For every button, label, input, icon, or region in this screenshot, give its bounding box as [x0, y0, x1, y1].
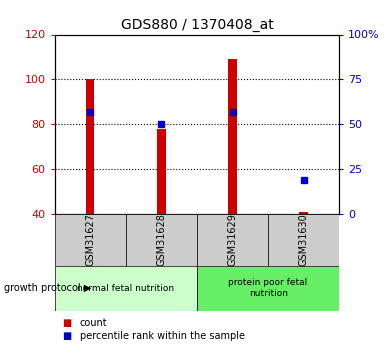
Text: protein poor fetal
nutrition: protein poor fetal nutrition	[229, 278, 308, 298]
Title: GDS880 / 1370408_at: GDS880 / 1370408_at	[121, 18, 273, 32]
Text: GSM31628: GSM31628	[156, 213, 167, 266]
Text: GSM31630: GSM31630	[299, 214, 309, 266]
Text: normal fetal nutrition: normal fetal nutrition	[77, 284, 174, 293]
Text: GSM31627: GSM31627	[85, 213, 95, 266]
Text: growth protocol ▶: growth protocol ▶	[4, 283, 91, 293]
Bar	[126, 214, 197, 266]
Text: percentile rank within the sample: percentile rank within the sample	[80, 332, 245, 341]
Bar	[268, 214, 339, 266]
Bar	[55, 266, 197, 311]
Text: ■: ■	[62, 332, 72, 341]
Bar	[197, 214, 268, 266]
Bar	[55, 214, 126, 266]
Bar	[86, 79, 94, 214]
Text: GSM31629: GSM31629	[227, 213, 238, 266]
Bar	[157, 129, 166, 214]
Bar	[300, 211, 308, 214]
Text: count: count	[80, 318, 108, 327]
Bar	[197, 266, 339, 311]
Bar	[228, 59, 237, 214]
Text: ■: ■	[62, 318, 72, 327]
